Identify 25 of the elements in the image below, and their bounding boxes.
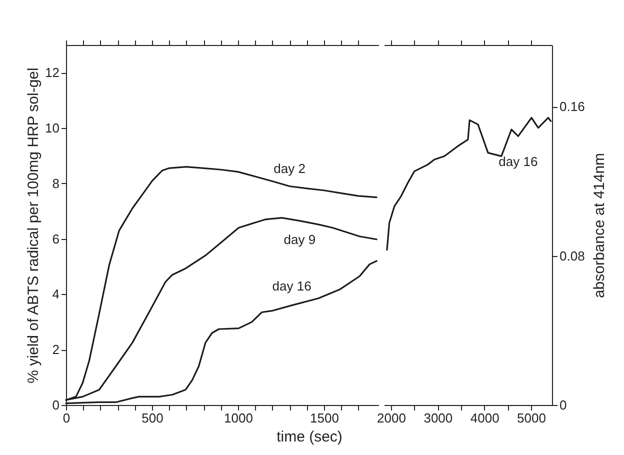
- x-tick-label: 1500: [310, 410, 339, 426]
- x-tick-label: 500: [142, 410, 164, 426]
- series-label: day 2: [274, 161, 306, 176]
- y2-tick-label: 0.16: [560, 99, 585, 114]
- series-label: day 9: [284, 232, 316, 247]
- series-label: day 16: [498, 154, 538, 170]
- y-tick-label: 2: [52, 342, 60, 358]
- y-tick-label: 4: [52, 286, 60, 302]
- x-tick-label: 3000: [424, 410, 453, 426]
- x-tick-label: 2000: [377, 410, 406, 426]
- y2-tick-label: 0: [560, 398, 567, 412]
- y-tick-label: 8: [52, 176, 60, 191]
- y2-axis-title: absorbance at 414nm: [590, 152, 608, 298]
- x-axis-title: time (sec): [276, 428, 342, 446]
- y-axis-title: % yield of ABTS radical per 100mg HRP sol-gel: [25, 68, 42, 384]
- x-tick-label: 1000: [224, 410, 253, 426]
- y-tick-label: 6: [52, 231, 60, 246]
- x-tick-label: 0: [62, 410, 70, 426]
- y-tick-label: 12: [45, 65, 60, 80]
- x-tick-label: 5000: [517, 410, 546, 426]
- y-tick-label: 0: [52, 398, 60, 412]
- series-label: day 16: [272, 278, 312, 294]
- y2-tick-label: 0.08: [560, 248, 585, 264]
- x-tick-label: 4000: [470, 410, 500, 426]
- y-tick-label: 10: [45, 120, 60, 136]
